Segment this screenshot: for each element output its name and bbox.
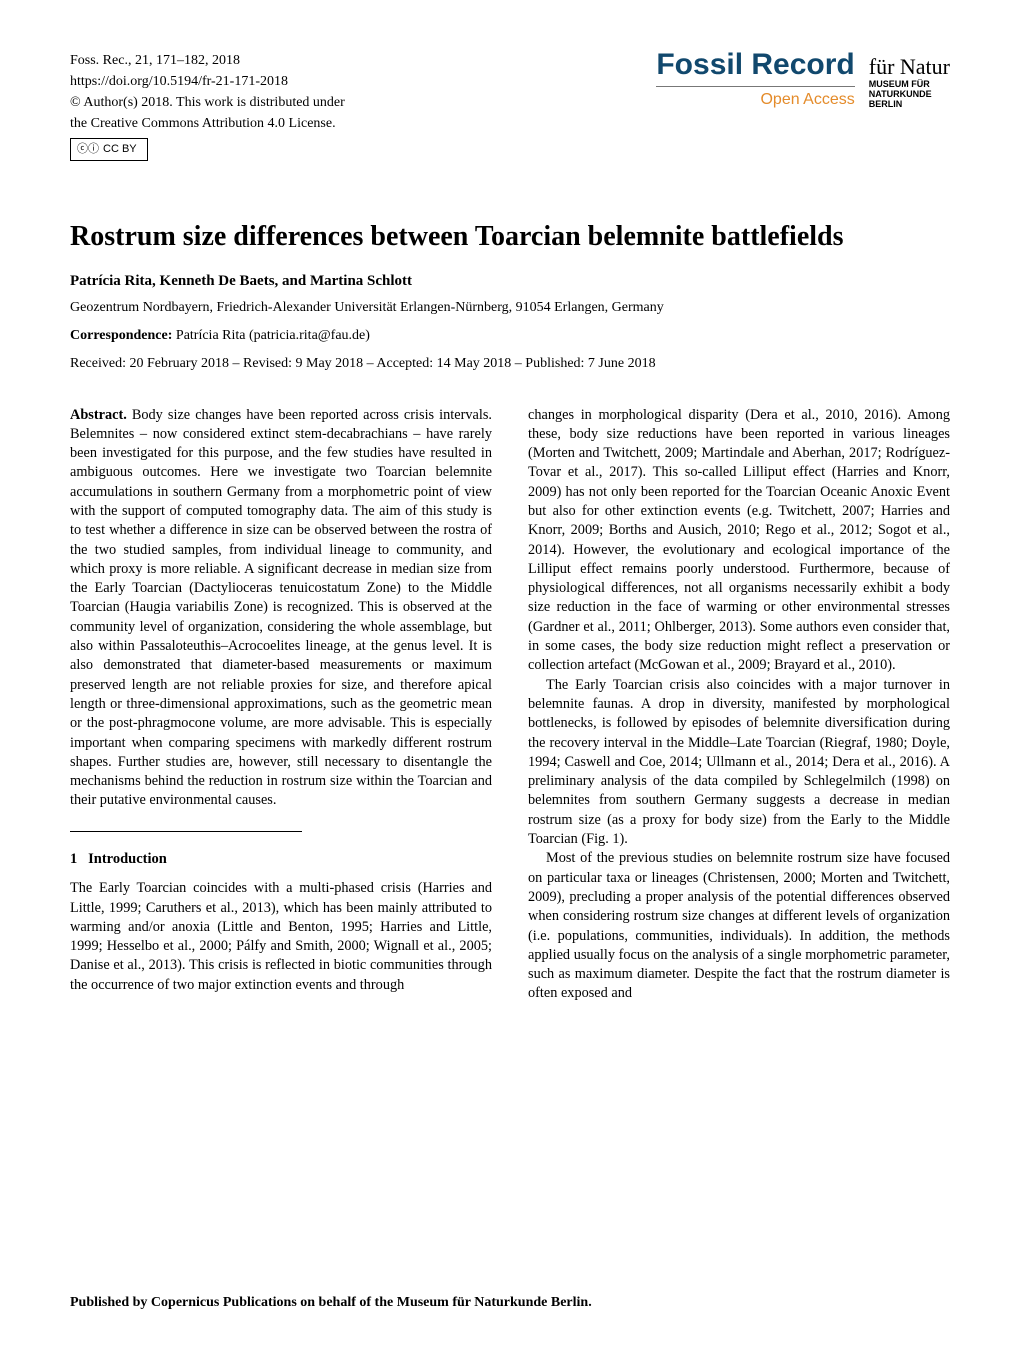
museum-line3: BERLIN	[869, 100, 950, 110]
abstract-label: Abstract.	[70, 407, 127, 423]
cc-by-badge: ⓒⓘ CC BY	[70, 138, 148, 161]
intro-right-p2: The Early Toarcian crisis also coincides…	[528, 676, 950, 850]
column-right: changes in morphological disparity (Dera…	[528, 406, 950, 1004]
journal-block: Fossil Record Open Access	[656, 50, 854, 109]
section-divider	[70, 831, 302, 832]
correspondence-label: Correspondence:	[70, 328, 172, 343]
section-title: Introduction	[88, 851, 167, 867]
correspondence-text: Patrícia Rita (patricia.rita@fau.de)	[172, 328, 370, 343]
page-container: Foss. Rec., 21, 171–182, 2018 https://do…	[0, 0, 1020, 1044]
dates-line: Received: 20 February 2018 – Revised: 9 …	[70, 356, 950, 372]
cc-text: CC BY	[103, 141, 137, 158]
intro-right-p3: Most of the previous studies on belemnit…	[528, 849, 950, 1003]
article-title: Rostrum size differences between Toarcia…	[70, 221, 950, 253]
journal-name: Fossil Record	[656, 50, 854, 87]
open-access-label: Open Access	[656, 91, 854, 109]
page-footer: Published by Copernicus Publications on …	[70, 1295, 592, 1311]
cc-icon: ⓒⓘ	[77, 141, 99, 158]
abstract-text: Body size changes have been reported acr…	[70, 407, 492, 809]
abstract-paragraph: Abstract. Body size changes have been re…	[70, 406, 492, 811]
column-left: Abstract. Body size changes have been re…	[70, 406, 492, 1004]
museum-script-text: für Natur	[869, 54, 950, 80]
header-right-block: Fossil Record Open Access für Natur MUSE…	[656, 50, 950, 110]
section-heading-intro: 1 Introduction	[70, 850, 492, 870]
section-number: 1	[70, 851, 77, 867]
authors-line: Patrícia Rita, Kenneth De Baets, and Mar…	[70, 273, 950, 290]
affiliation-line: Geozentrum Nordbayern, Friedrich-Alexand…	[70, 300, 950, 316]
correspondence-line: Correspondence: Patrícia Rita (patricia.…	[70, 328, 950, 344]
copyright-line: © Author(s) 2018. This work is distribut…	[70, 92, 345, 113]
intro-right-p1: changes in morphological disparity (Dera…	[528, 406, 950, 676]
museum-logo: für Natur MUSEUM FÜR NATURKUNDE BERLIN	[869, 54, 950, 110]
body-columns: Abstract. Body size changes have been re…	[70, 406, 950, 1004]
citation-line: Foss. Rec., 21, 171–182, 2018	[70, 50, 345, 71]
header-left-block: Foss. Rec., 21, 171–182, 2018 https://do…	[70, 50, 345, 161]
page-header: Foss. Rec., 21, 171–182, 2018 https://do…	[70, 50, 950, 161]
doi-line: https://doi.org/10.5194/fr-21-171-2018	[70, 71, 345, 92]
intro-left-p1: The Early Toarcian coincides with a mult…	[70, 879, 492, 995]
license-line: the Creative Commons Attribution 4.0 Lic…	[70, 113, 345, 134]
